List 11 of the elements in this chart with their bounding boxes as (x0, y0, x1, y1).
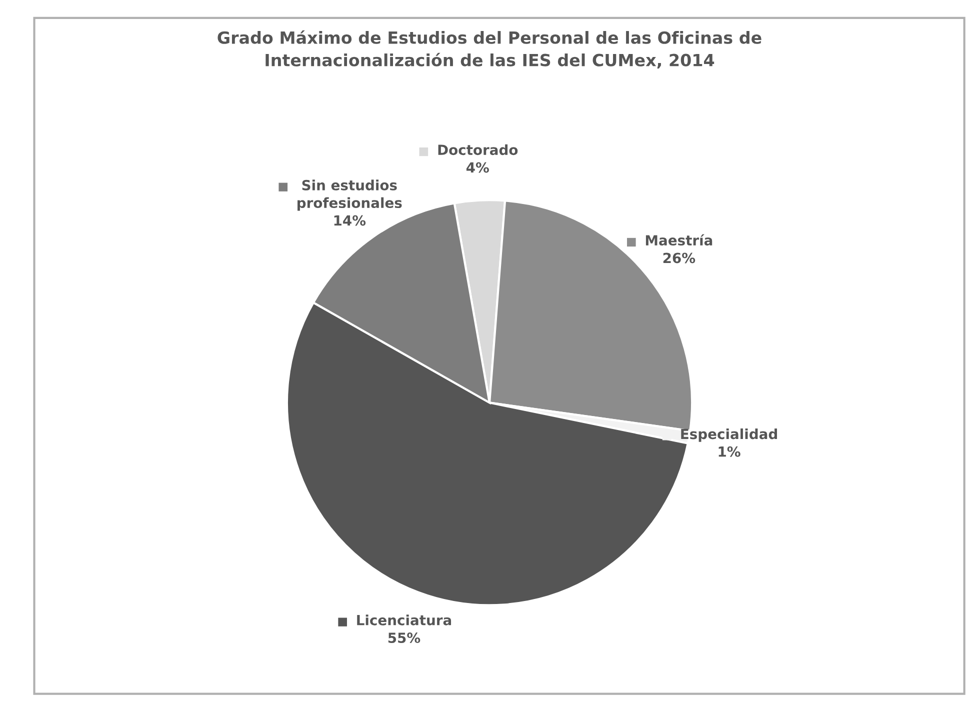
data-label: 55% (388, 632, 420, 644)
data-label: 14% (334, 215, 366, 226)
chart-title: Grado Máximo de Estudios del Personal de las Oficinas de Internacionalización de las IES del CUMex, 2014 (218, 30, 762, 69)
legend-label: Doctorado (438, 144, 518, 156)
data-label: 26% (663, 252, 696, 264)
legend-label: Maestría (646, 234, 712, 246)
legend-label: Especialidad (681, 428, 777, 442)
legend-label: Sin estudios profesionales (298, 180, 402, 211)
legend-label: Licenciatura (357, 614, 452, 626)
data-label: 1% (718, 446, 740, 457)
data-label: 4% (466, 162, 489, 173)
